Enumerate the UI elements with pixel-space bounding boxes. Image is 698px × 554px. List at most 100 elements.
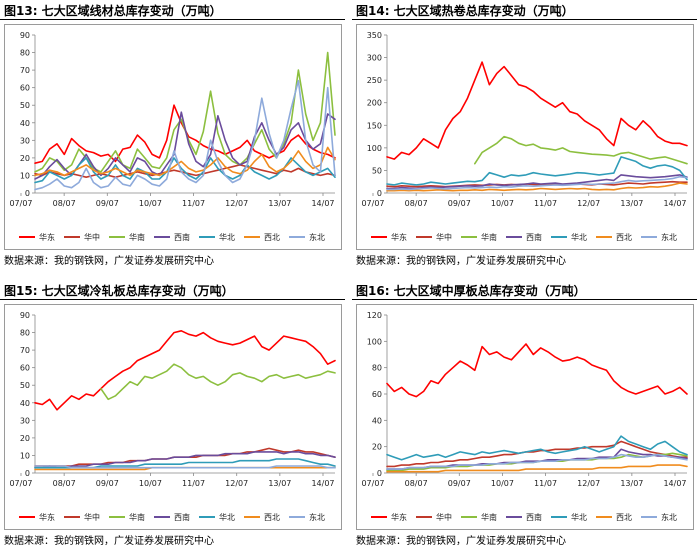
y-tick-label: 40: [20, 119, 30, 128]
x-tick-label: 13/07: [620, 479, 643, 488]
y-tick-label: 0: [25, 469, 30, 478]
y-tick-label: 50: [20, 381, 30, 390]
series-line-东北: [34, 79, 336, 191]
series-line-华中: [386, 180, 688, 188]
x-tick-label: 11/07: [534, 479, 557, 488]
x-tick-label: 09/07: [96, 479, 119, 488]
x-tick-label: 07/07: [361, 479, 384, 488]
legend-label: 华中: [84, 232, 100, 242]
y-tick-label: 60: [20, 364, 30, 373]
legend-label: 西北: [616, 233, 632, 242]
legend-label: 华东: [39, 512, 55, 522]
source-note: 数据来源：我的钢铁网，广发证券发展研究中心: [4, 256, 214, 267]
series-line-东北: [386, 453, 688, 470]
cold-rolled-chart: 0 10 20 30 40 50 60 70 80 90 07/07 08/07 09/07 10/07 1…: [9, 311, 336, 522]
y-tick-label: 40: [372, 416, 382, 425]
figure-title: 图13: 七大区域线材总库存变动（万吨）: [4, 4, 222, 18]
y-tick-label: 10: [20, 451, 30, 460]
y-tick-label: 50: [372, 166, 382, 175]
x-tick-label: 14/07: [311, 479, 334, 488]
x-tick-label: 10/07: [139, 199, 162, 208]
panel-wire-rod: 图13: 七大区域线材总库存变动（万吨） 0 10 20 30 40 50 60 70 80 90…: [0, 0, 345, 272]
x-tick-label: 08/07: [405, 199, 428, 208]
x-tick-label: 11/07: [534, 199, 557, 208]
x-tick-label: 08/07: [53, 479, 76, 488]
x-tick-label: 07/07: [361, 199, 384, 208]
y-tick-label: 100: [367, 337, 382, 346]
y-tick-label: 150: [367, 121, 382, 130]
x-tick-label: 11/07: [182, 479, 205, 488]
series-line-华南: [474, 135, 688, 165]
y-tick-label: 20: [372, 443, 382, 452]
series-line-西北: [386, 182, 688, 192]
x-tick-label: 14/07: [311, 199, 334, 208]
legend-label: 西南: [526, 232, 542, 242]
legend-label: 华南: [129, 512, 145, 522]
y-tick-label: 30: [20, 136, 30, 145]
legend-label: 华东: [391, 512, 407, 522]
chart-frame: 0 20 40 60 80 100 120 07/07 08/07 09/07 10/07 11/07…: [356, 304, 694, 530]
legend-label: 西南: [526, 512, 542, 522]
y-tick-label: 70: [20, 66, 30, 75]
panel-hot-coil: 图14: 七大区域热卷总库存变动（万吨） 0 50 100 150 200 250 300 3…: [352, 0, 697, 272]
y-tick-label: 250: [367, 76, 382, 85]
legend-label: 华北: [219, 232, 235, 242]
panel-cold-rolled: 图15: 七大区域冷轧板总库存变动（万吨） 0 10 20 30 40 50 60 70 80 9…: [0, 280, 345, 552]
x-tick-label: 13/07: [268, 199, 291, 208]
legend-label: 华北: [571, 512, 587, 522]
y-tick-label: 80: [20, 49, 30, 58]
series-line-华东: [386, 61, 688, 160]
series-line-华北: [386, 435, 688, 461]
x-tick-label: 13/07: [268, 479, 291, 488]
y-tick-label: 200: [367, 99, 382, 108]
legend-label: 华北: [219, 512, 235, 522]
legend-label: 华南: [129, 232, 145, 242]
legend-label: 华南: [481, 512, 497, 522]
source-note: 数据来源：我的钢铁网，广发证券发展研究中心: [356, 536, 566, 547]
y-tick-label: 40: [20, 399, 30, 408]
y-tick-label: 10: [20, 171, 30, 180]
y-tick-label: 30: [20, 416, 30, 425]
x-tick-label: 10/07: [491, 479, 514, 488]
y-tick-label: 20: [20, 154, 30, 163]
figure-title: 图16: 七大区域中厚板总库存变动（万吨）: [356, 284, 586, 298]
hot-coil-chart: 0 50 100 150 200 250 300 350 07/07 08/07 09/07 10/0…: [361, 31, 688, 242]
x-tick-label: 14/07: [663, 199, 686, 208]
series-line-西北: [386, 464, 688, 473]
series-line-西南: [34, 451, 336, 469]
x-tick-label: 12/07: [225, 479, 248, 488]
x-tick-label: 12/07: [225, 199, 248, 208]
series-line-华北: [386, 156, 688, 186]
y-tick-label: 350: [367, 31, 382, 40]
series-line-西南: [386, 174, 688, 190]
legend-label: 西北: [264, 513, 280, 522]
x-tick-label: 10/07: [139, 479, 162, 488]
x-tick-label: 07/07: [9, 479, 32, 488]
legend-label: 西北: [264, 233, 280, 242]
medium-plate-chart: 0 20 40 60 80 100 120 07/07 08/07 09/07 10/07 11/07…: [361, 311, 688, 522]
y-tick-label: 20: [20, 434, 30, 443]
x-tick-label: 12/07: [577, 479, 600, 488]
y-tick-label: 80: [20, 329, 30, 338]
y-tick-label: 100: [367, 144, 382, 153]
legend-label: 东北: [661, 232, 677, 242]
title-rule: [352, 299, 697, 300]
legend-label: 华中: [84, 512, 100, 522]
title-rule: [352, 19, 697, 20]
y-tick-label: 300: [367, 54, 382, 63]
series-line-华南: [100, 363, 336, 401]
x-tick-label: 07/07: [9, 199, 32, 208]
legend-label: 华北: [571, 232, 587, 242]
legend-label: 华东: [391, 232, 407, 242]
chart-frame: 0 50 100 150 200 250 300 350 07/07 08/07 09/07 10/0…: [356, 24, 694, 250]
x-tick-label: 08/07: [53, 199, 76, 208]
source-note: 数据来源：我的钢铁网，广发证券发展研究中心: [4, 536, 214, 547]
y-tick-label: 70: [20, 346, 30, 355]
figure-title: 图14: 七大区域热卷总库存变动（万吨）: [356, 4, 574, 18]
legend-label: 东北: [309, 232, 325, 242]
chart-frame: 0 10 20 30 40 50 60 70 80 90 07/07 08/07 09/07 10/07 1…: [4, 24, 342, 250]
y-tick-label: 60: [20, 84, 30, 93]
y-tick-label: 90: [20, 31, 30, 40]
legend-label: 华中: [436, 232, 452, 242]
title-rule: [0, 19, 345, 20]
